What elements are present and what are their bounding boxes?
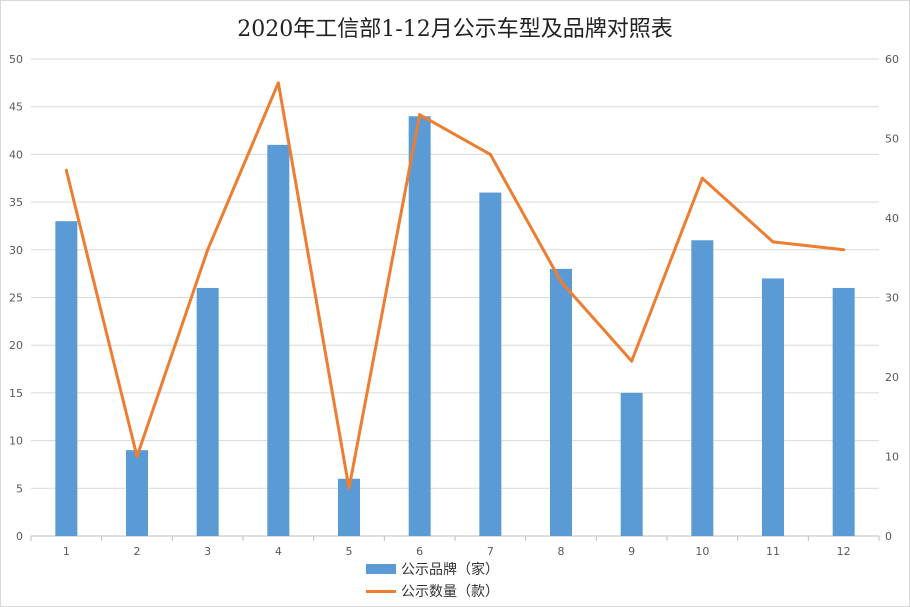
y-left-tick-label: 50 — [9, 53, 23, 66]
line-point — [488, 152, 492, 156]
y-left-tick-label: 35 — [9, 196, 23, 209]
bar — [408, 116, 431, 537]
x-tick-label: 1 — [63, 545, 70, 558]
y-left-tick-label: 30 — [9, 244, 23, 257]
x-tick-label: 2 — [134, 545, 141, 558]
x-tick-label: 12 — [837, 545, 851, 558]
x-tick-label: 4 — [275, 545, 282, 558]
x-tick-label: 9 — [628, 545, 635, 558]
line-point — [276, 81, 280, 85]
bar — [620, 392, 643, 536]
y-right-tick-label: 20 — [885, 371, 899, 384]
legend-item-brands: 公示品牌（家） — [366, 558, 499, 580]
chart-title: 2020年工信部1-12月公示车型及品牌对照表 — [237, 17, 673, 42]
y-left-tick-label: 5 — [16, 482, 23, 495]
x-tick-label: 3 — [204, 545, 211, 558]
y-right-tick-label: 40 — [885, 212, 899, 225]
y-left-tick-label: 0 — [16, 530, 23, 543]
line-point — [630, 359, 634, 363]
bar — [832, 287, 855, 536]
legend-label-models: 公示数量（款） — [401, 584, 499, 600]
line-point — [771, 240, 775, 244]
x-tick-label: 8 — [558, 545, 565, 558]
bar — [762, 278, 784, 536]
series-line — [64, 81, 844, 490]
line-point — [559, 280, 563, 284]
y-left-tick-label: 25 — [9, 292, 23, 305]
chart-legend: 公示品牌（家） 公示数量（款） — [366, 558, 499, 602]
y-right-tick-label: 10 — [885, 451, 899, 464]
legend-item-models: 公示数量（款） — [366, 580, 499, 602]
bar — [550, 268, 572, 536]
y-left-tick-label: 45 — [9, 101, 23, 114]
line-point — [418, 113, 422, 117]
x-tick-label: 6 — [416, 545, 423, 558]
y-left-tick-label: 40 — [9, 148, 23, 161]
y-left-tick-label: 15 — [9, 387, 23, 400]
legend-swatch-line — [366, 589, 396, 593]
bar — [479, 192, 502, 536]
bar — [338, 478, 360, 536]
y-right-tick-label: 60 — [885, 53, 899, 66]
bar — [126, 450, 148, 536]
line-point — [842, 248, 846, 252]
legend-label-brands: 公示品牌（家） — [401, 562, 499, 578]
bar — [267, 144, 290, 537]
bar — [55, 221, 78, 536]
x-tick-label: 7 — [487, 545, 494, 558]
x-tick-label: 5 — [346, 545, 353, 558]
x-tick-label: 11 — [766, 545, 780, 558]
y-right-tick-label: 50 — [885, 133, 899, 146]
y-right-tick-label: 0 — [885, 530, 892, 543]
line-point — [347, 486, 351, 490]
line-point — [64, 168, 68, 172]
bar — [691, 240, 714, 536]
y-right-tick-label: 30 — [885, 292, 899, 305]
legend-swatch-bar — [366, 564, 396, 574]
x-tick-label: 10 — [695, 545, 709, 558]
line-point — [700, 176, 704, 180]
line-point — [135, 455, 139, 458]
line-point — [206, 248, 210, 252]
y-left-tick-label: 20 — [9, 339, 23, 352]
bar — [196, 287, 219, 536]
y-left-tick-label: 10 — [9, 435, 23, 448]
